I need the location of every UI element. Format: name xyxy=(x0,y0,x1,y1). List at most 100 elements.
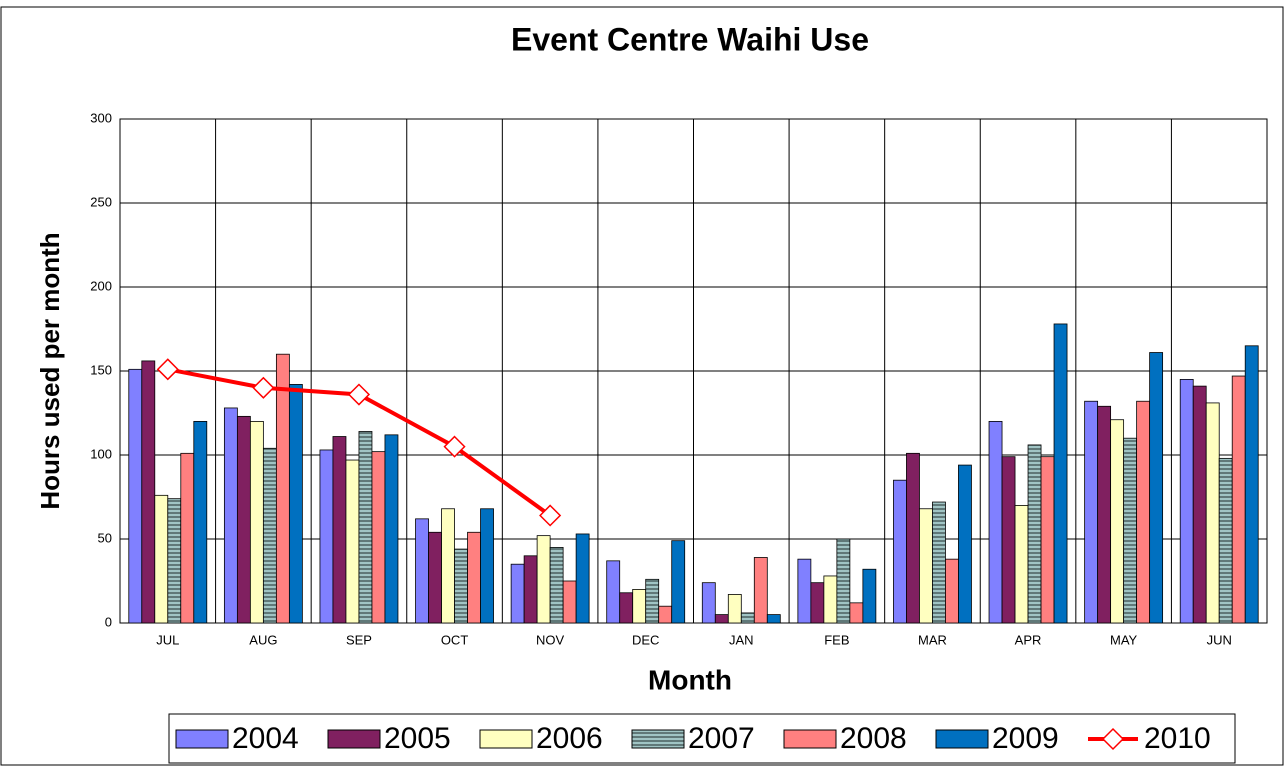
bar xyxy=(1179,378,1194,624)
x-tick-label: JUL xyxy=(156,632,179,647)
bar xyxy=(919,508,933,624)
x-tick-label: JAN xyxy=(729,632,754,647)
bar xyxy=(262,447,277,624)
bar xyxy=(454,548,468,624)
line-marker xyxy=(156,358,179,381)
bar xyxy=(645,578,660,624)
bar xyxy=(701,582,716,624)
bar xyxy=(753,557,768,624)
plot-border xyxy=(119,118,1268,624)
legend-label: 2009 xyxy=(992,722,1059,755)
y-tick-label: 0 xyxy=(105,614,112,629)
x-tick-label: MAY xyxy=(1110,632,1138,647)
bar xyxy=(1001,456,1016,624)
bar xyxy=(849,602,864,624)
legend-swatch xyxy=(479,729,533,749)
legend-label: 2007 xyxy=(688,722,755,755)
legend-swatch xyxy=(631,729,685,749)
bar xyxy=(1192,385,1207,624)
chart-frame xyxy=(0,6,1284,766)
line-marker xyxy=(443,435,466,458)
bar xyxy=(1027,444,1042,624)
bar xyxy=(1136,400,1151,624)
legend-label: 2006 xyxy=(536,722,603,755)
bar xyxy=(223,407,238,624)
bar xyxy=(810,582,825,624)
line-marker xyxy=(347,383,371,406)
bar xyxy=(167,498,182,624)
bar xyxy=(1218,457,1233,624)
x-tick-label: AUG xyxy=(249,632,277,647)
x-tick-label: MAR xyxy=(918,632,947,647)
bar xyxy=(319,449,334,624)
bar xyxy=(606,560,621,624)
bar xyxy=(1110,419,1125,624)
y-tick-label: 250 xyxy=(90,194,112,209)
bar xyxy=(1123,437,1138,624)
bar xyxy=(658,605,673,624)
y-tick-label: 50 xyxy=(98,530,112,545)
bar xyxy=(536,535,551,624)
bar xyxy=(562,580,577,624)
bar xyxy=(619,592,634,624)
legend-label: 2005 xyxy=(384,722,451,755)
x-tick-label: SEP xyxy=(346,632,372,647)
line-marker xyxy=(539,504,562,527)
line-marker xyxy=(252,376,275,399)
legend-swatch xyxy=(935,729,989,749)
bar xyxy=(1244,345,1259,624)
bar xyxy=(180,452,195,624)
legend-label: 2008 xyxy=(840,722,907,755)
bar xyxy=(441,508,455,624)
bar xyxy=(1231,375,1246,624)
bar xyxy=(714,614,729,624)
x-tick-label: OCT xyxy=(441,632,469,647)
bar xyxy=(1205,402,1220,624)
bar xyxy=(249,420,264,624)
y-tick-label: 200 xyxy=(90,278,112,293)
bar xyxy=(523,555,538,624)
x-axis-label: Month xyxy=(648,664,732,695)
bar xyxy=(467,531,481,624)
bar xyxy=(1084,400,1099,624)
legend-label: 2004 xyxy=(232,722,299,755)
legend-marker xyxy=(1101,727,1125,751)
bar xyxy=(945,558,959,624)
bar xyxy=(1014,504,1029,624)
bar xyxy=(671,540,686,624)
bar xyxy=(836,538,851,624)
bar xyxy=(988,420,1003,624)
bar xyxy=(932,501,946,624)
bar xyxy=(428,531,442,624)
legend-box xyxy=(168,713,1236,764)
bar xyxy=(958,464,972,624)
bar xyxy=(740,612,755,624)
bar xyxy=(128,368,143,624)
x-tick-label: APR xyxy=(1015,632,1042,647)
legend-swatch xyxy=(175,729,229,749)
x-tick-label: FEB xyxy=(824,632,849,647)
x-tick-label: DEC xyxy=(632,632,659,647)
bar xyxy=(797,558,812,624)
bar xyxy=(632,589,647,624)
bar xyxy=(154,494,169,624)
bar xyxy=(1149,352,1164,624)
bar xyxy=(862,568,877,624)
bar xyxy=(906,452,920,624)
bar xyxy=(275,353,290,624)
bar xyxy=(575,533,590,624)
y-axis-label: Hours used per month xyxy=(35,232,65,509)
bar xyxy=(288,384,303,624)
bar xyxy=(1040,456,1055,624)
bar xyxy=(415,518,429,624)
bar xyxy=(823,575,838,624)
x-tick-label: JUN xyxy=(1207,632,1232,647)
bar xyxy=(727,594,742,624)
bar xyxy=(510,563,525,624)
y-tick-label: 300 xyxy=(90,110,112,125)
bar xyxy=(345,459,360,624)
bar xyxy=(893,479,907,624)
legend-swatch xyxy=(783,729,837,749)
bar xyxy=(549,547,564,624)
